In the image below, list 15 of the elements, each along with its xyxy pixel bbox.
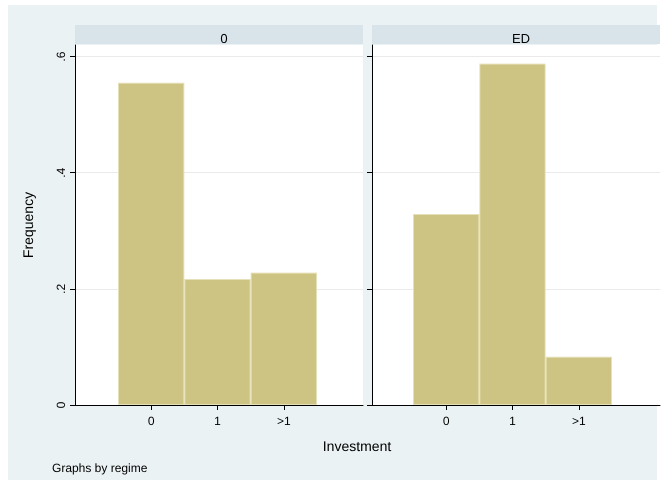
y-axis-title: Frequency <box>20 192 36 258</box>
y-tick-label: .2 <box>54 284 68 294</box>
x-tick-label: 0 <box>148 414 155 428</box>
chart-title: ED <box>512 31 530 46</box>
y-tick-label: .4 <box>54 167 68 178</box>
y-tick-label: .6 <box>54 51 68 62</box>
x-tick-label: 1 <box>214 414 222 428</box>
y-tick-label: 0 <box>54 401 68 408</box>
chart-title: 0 <box>220 31 228 46</box>
x-tick-label: >1 <box>276 414 291 428</box>
x-tick-label: 1 <box>509 414 516 428</box>
x-tick-label: 0 <box>442 414 450 428</box>
text: Graphs by regime <box>52 461 148 475</box>
x-axis-title: Investment <box>322 438 392 454</box>
x-tick-label: >1 <box>572 414 586 428</box>
